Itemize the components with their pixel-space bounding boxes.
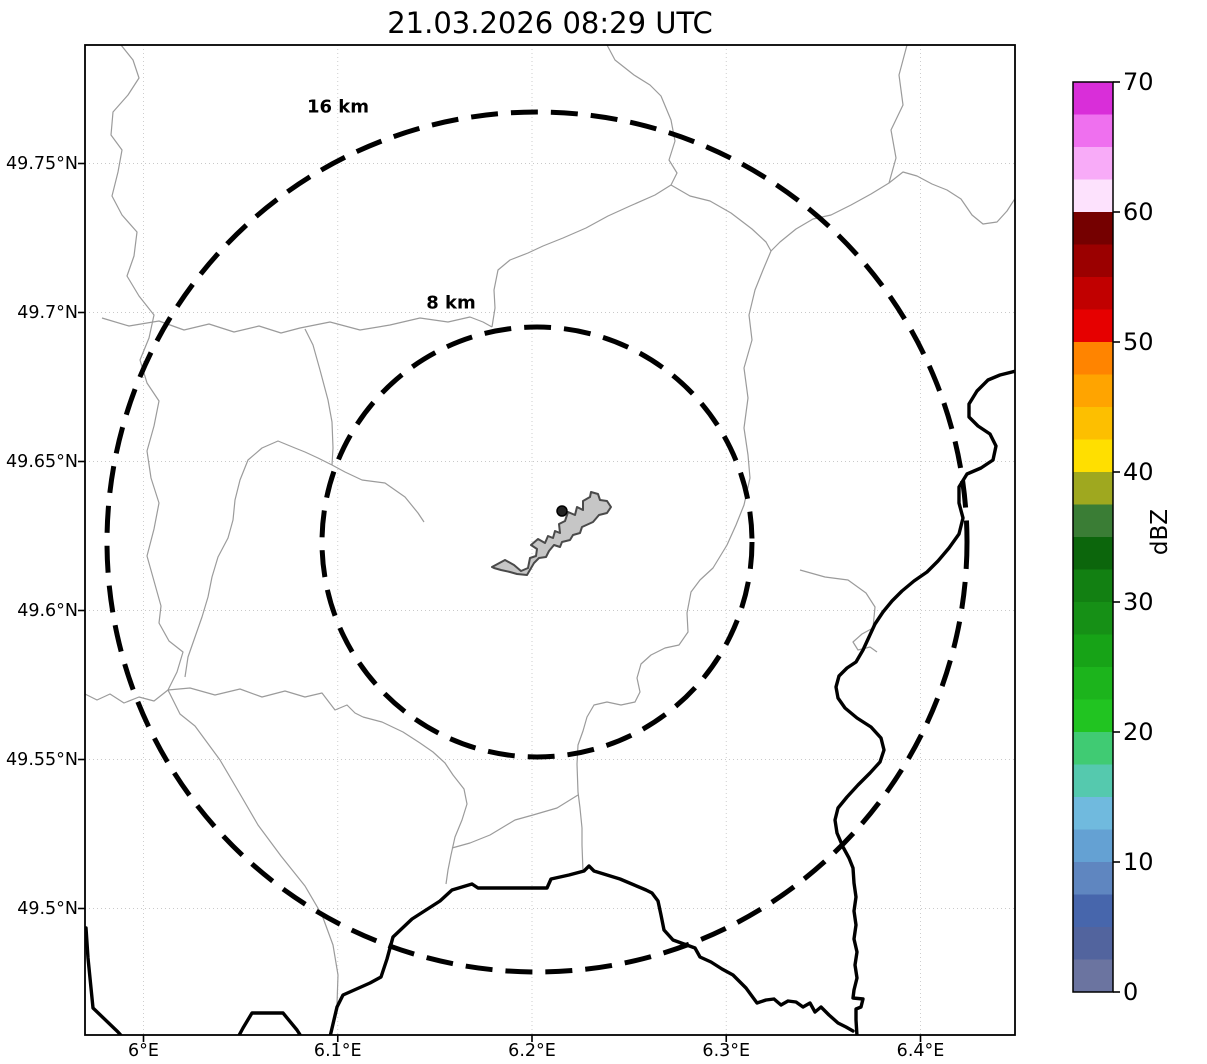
colorbar-segment-25-27.5dBZ (1073, 634, 1113, 667)
colorbar-segment-10-12.5dBZ (1073, 829, 1113, 862)
colorbar-tick-marks (1113, 81, 1120, 993)
colorbar-segment-47.5-50dBZ (1073, 342, 1113, 375)
colorbar-segment-42.5-45dBZ (1073, 407, 1113, 440)
colorbar-tick-label-50: 50 (1123, 328, 1154, 356)
city-area-polygon (491, 491, 612, 576)
colorbar-segment-17.5-20dBZ (1073, 732, 1113, 765)
colorbar-segment-27.5-30dBZ (1073, 602, 1113, 635)
colorbar-tick-label-70: 70 (1123, 68, 1154, 96)
y-axis-tick-label-3: 49.6°N (17, 600, 78, 621)
colorbar-segment-20-22.5dBZ (1073, 699, 1113, 732)
colorbar-segment-35-37.5dBZ (1073, 504, 1113, 537)
colorbar-segment-15-17.5dBZ (1073, 764, 1113, 797)
colorbar-tick-label-40: 40 (1123, 458, 1154, 486)
range-ring-label-8km: 8 km (426, 292, 476, 314)
colorbar-segment-55-57.5dBZ (1073, 244, 1113, 277)
colorbar-segment-52.5-55dBZ (1073, 277, 1113, 310)
colorbar-segment-32.5-35dBZ (1073, 537, 1113, 570)
colorbar-tick-label-60: 60 (1123, 198, 1154, 226)
x-axis-tick-label-3: 6.3°E (702, 1041, 751, 1061)
y-axis-tick-label-5: 49.5°N (17, 898, 78, 919)
colorbar-frame (1072, 81, 1114, 993)
x-axis-tick-label-2: 6.2°E (508, 1041, 556, 1061)
range-ring-16km (104, 109, 970, 975)
axis-tick-marks (78, 162, 922, 1042)
colorbar-segment-60-62.5dBZ (1073, 179, 1113, 212)
colorbar-segment-7.5-10dBZ (1073, 862, 1113, 895)
colorbar-tick-label-30: 30 (1123, 588, 1154, 616)
colorbar-tick-label-0: 0 (1123, 978, 1139, 1006)
colorbar-segment-50-52.5dBZ (1073, 309, 1113, 342)
eastern-river-border-line (833, 369, 1015, 1035)
colorbar-segment-45-47.5dBZ (1073, 374, 1113, 407)
colorbar-segment-22.5-25dBZ (1073, 667, 1113, 700)
y-axis-tick-label-1: 49.7°N (17, 302, 78, 323)
colorbar-segment-65-67.5dBZ (1073, 114, 1113, 147)
y-axis-tick-label-0: 49.75°N (6, 153, 78, 174)
axes-spine (84, 44, 1016, 1036)
x-axis-tick-label-4: 6.4°E (896, 1041, 945, 1061)
colorbar-segment-37.5-40dBZ (1073, 472, 1113, 505)
colorbar-unit-label: dBZ (1147, 508, 1173, 556)
southern-border-line (85, 864, 855, 1035)
y-axis-tick-label-4: 49.55°N (6, 749, 78, 770)
colorbar-segment-57.5-60dBZ (1073, 212, 1113, 245)
colorbar-tick-label-10: 10 (1123, 848, 1154, 876)
colorbar-segment-2.5-5dBZ (1073, 927, 1113, 960)
country-border-lines (85, 369, 1015, 1035)
range-ring-8km (319, 324, 755, 760)
y-axis-tick-label-2: 49.65°N (6, 451, 78, 472)
colorbar-segment-12.5-15dBZ (1073, 797, 1113, 830)
colorbar-segment-62.5-65dBZ (1073, 147, 1113, 180)
colorbar-segments (1073, 82, 1113, 992)
range-rings (104, 109, 970, 975)
radar-site-marker (556, 505, 568, 517)
x-axis-tick-label-0: 6°E (128, 1041, 159, 1061)
range-ring-label-16km: 16 km (306, 96, 370, 118)
x-axis-tick-label-1: 6.1°E (313, 1041, 362, 1061)
colorbar-segment-0-2.5dBZ (1073, 959, 1113, 992)
colorbar-segment-30-32.5dBZ (1073, 569, 1113, 602)
colorbar-tick-label-20: 20 (1123, 718, 1154, 746)
colorbar-segment-5-7.5dBZ (1073, 894, 1113, 927)
colorbar-segment-67.5-70dBZ (1073, 82, 1113, 115)
plot-title: 21.03.2026 08:29 UTC (387, 6, 713, 40)
colorbar-segment-40-42.5dBZ (1073, 439, 1113, 472)
